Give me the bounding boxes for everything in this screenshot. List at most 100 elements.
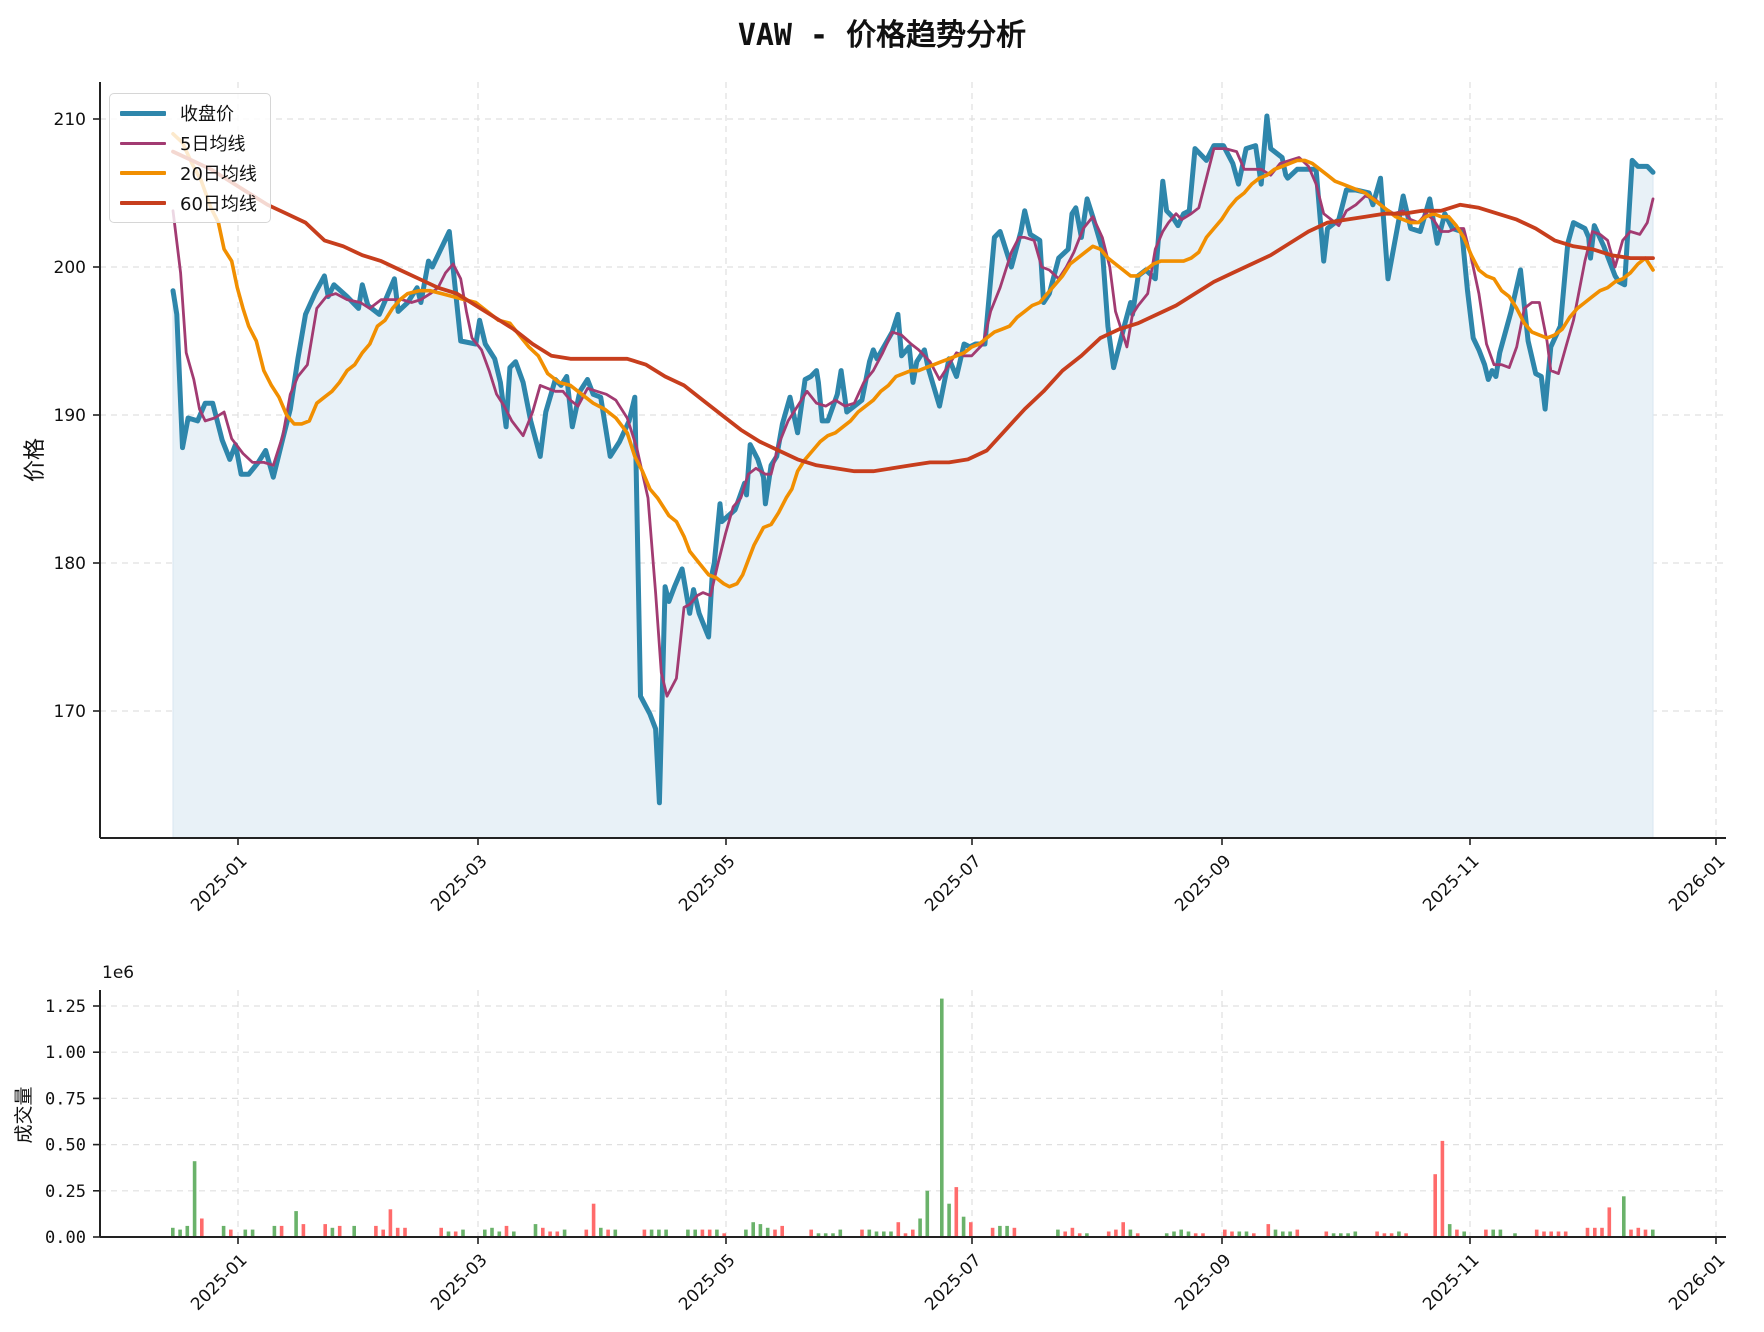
y-tick-label: 1.25 <box>45 997 86 1017</box>
volume-bar <box>664 1229 668 1237</box>
volume-bar <box>1593 1227 1597 1237</box>
volume-bar <box>911 1229 915 1237</box>
y-tick-label: 1.00 <box>45 1043 86 1063</box>
volume-bar <box>1077 1233 1082 1237</box>
volume-bar <box>1179 1229 1183 1237</box>
volume-bar <box>1295 1229 1300 1237</box>
legend-label: 5日均线 <box>180 134 246 155</box>
volume-bar <box>889 1231 893 1237</box>
volume-bar <box>1135 1233 1140 1237</box>
volume-bar <box>541 1227 545 1237</box>
volume-bar <box>1498 1229 1503 1237</box>
volume-bar <box>374 1225 378 1237</box>
volume-bar <box>330 1227 335 1237</box>
legend-item-ma60: 60日均线 <box>120 188 257 218</box>
volume-bar <box>1273 1229 1278 1237</box>
volume-bar <box>599 1227 603 1237</box>
volume-bar <box>388 1209 393 1237</box>
y-tick-label: 170 <box>54 702 86 722</box>
legend-swatch-ma60 <box>120 201 166 205</box>
volume-bar <box>758 1224 763 1237</box>
volume-bar <box>838 1229 843 1237</box>
volume-bar <box>1629 1229 1633 1237</box>
volume-bar <box>1491 1229 1495 1237</box>
volume-bar <box>1585 1227 1590 1237</box>
volume-bar <box>1622 1196 1626 1237</box>
volume-bar <box>1462 1231 1466 1237</box>
volume-bar <box>548 1231 552 1237</box>
volume-plot-area: 0.00 0.25 0.50 0.75 1.00 1.25 1e6 2025-01 2025-0… <box>13 963 1730 1315</box>
x-tick-label: 2025-09 <box>1171 1250 1235 1314</box>
legend-item-ma5: 5日均线 <box>120 128 245 158</box>
volume-bar <box>1339 1233 1343 1237</box>
volume-bar <box>243 1229 248 1237</box>
legend-label: 60日均线 <box>180 194 257 215</box>
volume-bar <box>381 1229 385 1237</box>
volume-bar <box>1128 1229 1133 1237</box>
volume-bar <box>272 1225 277 1237</box>
volume-bar <box>403 1227 407 1237</box>
volume-bar <box>1346 1233 1350 1237</box>
volume-bar <box>773 1229 777 1237</box>
legend-swatch-close <box>120 110 166 116</box>
volume-bar <box>1375 1231 1379 1237</box>
y-tick-label: 200 <box>54 258 86 278</box>
volume-bar <box>1070 1227 1075 1237</box>
legend-item-ma20: 20日均线 <box>120 158 257 188</box>
volume-bar <box>1643 1229 1648 1237</box>
volume-bar <box>185 1225 190 1237</box>
volume-bar <box>823 1233 828 1237</box>
volume-bar <box>940 998 944 1237</box>
x-tick-label: 2025-07 <box>921 851 985 915</box>
volume-bar <box>1201 1233 1205 1237</box>
volume-bar <box>337 1225 342 1237</box>
volume-bar <box>947 1203 951 1237</box>
volume-bar <box>649 1229 654 1237</box>
legend-swatch-ma20 <box>120 171 166 175</box>
volume-bar <box>1085 1233 1089 1237</box>
volume-bar <box>1600 1227 1604 1237</box>
volume-bar <box>1230 1231 1234 1237</box>
volume-bar <box>178 1229 182 1237</box>
volume-bar <box>497 1231 502 1237</box>
y-tick-label: 0.00 <box>45 1228 86 1248</box>
volume-bar <box>700 1229 705 1237</box>
x-tick-label: 2025-01 <box>187 1250 251 1314</box>
volume-bar <box>780 1225 784 1237</box>
volume-bar <box>867 1229 872 1237</box>
volume-bar <box>323 1224 327 1237</box>
volume-bar <box>439 1227 443 1237</box>
y-scale-label: 1e6 <box>102 963 134 983</box>
volume-bar <box>453 1231 458 1237</box>
volume-bar <box>998 1225 1002 1237</box>
volume-bar <box>918 1218 922 1237</box>
volume-bar <box>1223 1229 1227 1237</box>
price-plot-area: 170 180 190 200 210 2025-01 2025-03 2025-05 2025… <box>23 82 1730 916</box>
volume-bar <box>1382 1233 1387 1237</box>
volume-bar <box>1237 1231 1242 1237</box>
volume-bar <box>606 1229 610 1237</box>
volume-bar <box>722 1233 726 1237</box>
volume-bar <box>613 1229 618 1237</box>
volume-bar <box>279 1225 284 1237</box>
volume-bar <box>1389 1233 1394 1237</box>
volume-bar <box>1266 1224 1271 1237</box>
volume-bar <box>395 1227 400 1237</box>
close-price-line <box>170 113 1656 806</box>
volume-bar <box>1172 1231 1176 1237</box>
volume-bar <box>1353 1231 1358 1237</box>
volume-bar <box>1404 1233 1408 1237</box>
volume-bar <box>446 1231 451 1237</box>
volume-bar <box>1433 1174 1437 1237</box>
volume-bar <box>294 1211 298 1237</box>
volume-bar <box>1556 1231 1561 1237</box>
volume-bar <box>1114 1229 1118 1237</box>
volume-bar <box>1607 1207 1612 1237</box>
volume-bar <box>831 1233 835 1237</box>
volume-bar <box>809 1229 813 1237</box>
volume-bar <box>693 1229 697 1237</box>
volume-bar <box>1121 1222 1125 1237</box>
volume-bar <box>504 1225 509 1237</box>
volume-bar <box>1542 1231 1546 1237</box>
y-tick-label: 190 <box>54 406 86 426</box>
